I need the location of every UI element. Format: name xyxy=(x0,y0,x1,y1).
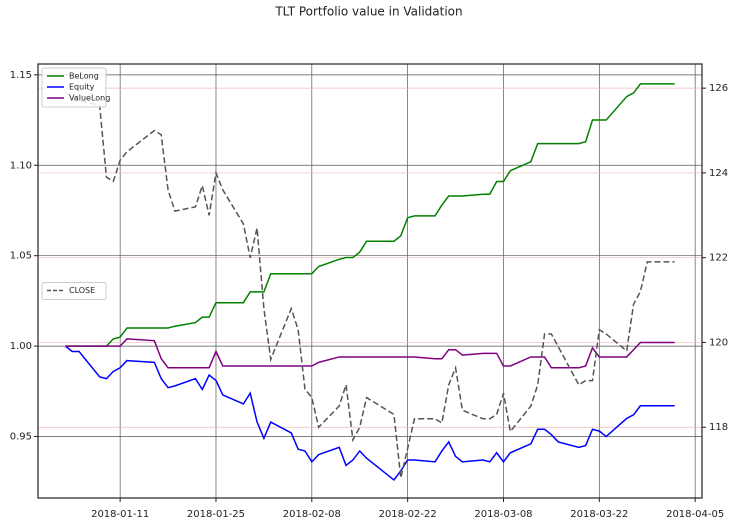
y-tick-label: 0.95 xyxy=(10,432,32,443)
x-tick-label: 2018-01-11 xyxy=(91,509,149,520)
y-tick-label: 1.00 xyxy=(10,341,32,352)
x-tick-label: 2018-03-08 xyxy=(474,509,532,520)
y2-tick-label: 126 xyxy=(709,83,728,94)
chart-title: TLT Portfolio value in Validation xyxy=(274,5,462,19)
y2-tick-label: 124 xyxy=(709,168,728,179)
x-tick-label: 2018-04-05 xyxy=(666,509,724,520)
y-tick-label: 1.15 xyxy=(10,70,32,81)
series-line xyxy=(64,91,675,479)
series-line xyxy=(65,83,675,347)
x-tick-label: 2018-03-22 xyxy=(570,509,628,520)
y2-tick-label: 118 xyxy=(709,422,728,433)
y2-tick-label: 122 xyxy=(709,253,728,264)
plot-frame xyxy=(37,63,703,499)
y-tick-label: 1.10 xyxy=(10,160,32,171)
series-line xyxy=(64,345,675,481)
series-line xyxy=(65,338,675,369)
y-tick-label: 1.05 xyxy=(10,251,32,262)
legend-label: ValueLong xyxy=(69,94,110,103)
legend-label: Equity xyxy=(69,83,95,92)
legend-label: CLOSE xyxy=(69,286,95,295)
y2-tick-label: 120 xyxy=(709,337,728,348)
legend-label: BeLong xyxy=(69,72,99,81)
x-tick-label: 2018-02-08 xyxy=(283,509,341,520)
x-tick-label: 2018-01-25 xyxy=(187,509,245,520)
x-tick-label: 2018-02-22 xyxy=(379,509,437,520)
legend-box xyxy=(41,282,107,300)
